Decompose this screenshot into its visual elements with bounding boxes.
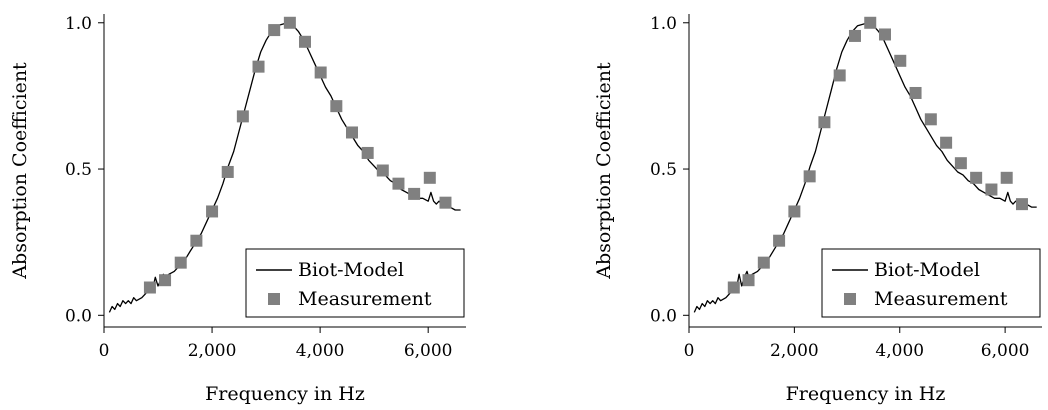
legend-label: Measurement [298,288,432,310]
y-tick-label: 1.0 [650,14,677,34]
measurement-point [1015,198,1028,211]
measurement-point [361,146,374,159]
measurement-point [314,66,327,79]
x-axis-title: Frequency in Hz [786,383,946,405]
x-tick-label: 4,000 [296,341,345,361]
measurement-point [924,113,937,126]
measurement-point [818,116,831,129]
measurement-point [757,256,770,269]
measurement-point [376,164,389,177]
measurement-point [236,110,249,123]
x-tick-label: 6,000 [981,341,1030,361]
chart-panel-left: 0.0 0.5 1.0 0 2,000 4,000 6,000 Frequency in Hz… [9,14,466,405]
measurement-point [439,196,452,209]
y-tick-label: 1.0 [65,14,92,34]
y-axis-title: Absorption Coefficient [593,62,615,280]
measurement-point [954,157,967,170]
chart-panel-right: 0.0 0.5 1.0 0 2,000 4,000 6,000 Frequency in Hz… [593,14,1042,405]
measurement-point [345,126,358,139]
legend-label: Biot-Model [298,259,404,281]
legend-marker-swatch [268,293,280,305]
measurement-point [423,171,436,184]
measurement-point [773,234,786,247]
measurement-point [864,16,877,29]
measurement-point [803,170,816,183]
legend-label: Measurement [874,288,1008,310]
x-axis-title: Frequency in Hz [205,383,365,405]
measurement-point [143,281,156,294]
x-tick-label: 2,000 [188,341,237,361]
measurement-point [252,60,265,73]
measurement-point [742,274,755,287]
measurement-point [159,274,172,287]
measurement-point [174,256,187,269]
y-tick-label: 0.5 [65,160,92,180]
measurement-point [283,16,296,29]
measurement-point [970,171,983,184]
measurement-point [894,54,907,67]
measurement-point [298,35,311,48]
measurement-point [833,69,846,82]
y-axis-title: Absorption Coefficient [9,62,31,280]
measurement-point [1000,171,1013,184]
measurement-point [221,165,234,178]
measurement-point [848,29,861,42]
legend: Biot-Model Measurement [245,248,465,318]
measurement-point [268,24,281,37]
x-tick-label: 4,000 [875,341,924,361]
measurement-point [788,205,801,218]
y-tick-label: 0.0 [65,306,92,326]
legend-marker-swatch [844,293,856,305]
measurement-point [408,187,421,200]
y-tick-label: 0.0 [650,306,677,326]
measurement-point [190,234,203,247]
measurement-point [909,86,922,99]
x-tick-label: 0 [99,341,110,361]
y-tick-label: 0.5 [650,160,677,180]
legend-label: Biot-Model [874,259,980,281]
measurement-point [985,183,998,196]
measurement-point [727,281,740,294]
x-tick-label: 0 [684,341,695,361]
legend-box [245,248,465,318]
legend: Biot-Model Measurement [821,248,1041,318]
x-tick-label: 6,000 [404,341,453,361]
measurement-point [392,177,405,190]
legend-box [821,248,1041,318]
measurement-point [878,28,891,41]
x-tick-label: 2,000 [770,341,819,361]
measurement-point [330,100,343,113]
measurement-point [940,136,953,149]
measurement-point [206,205,219,218]
